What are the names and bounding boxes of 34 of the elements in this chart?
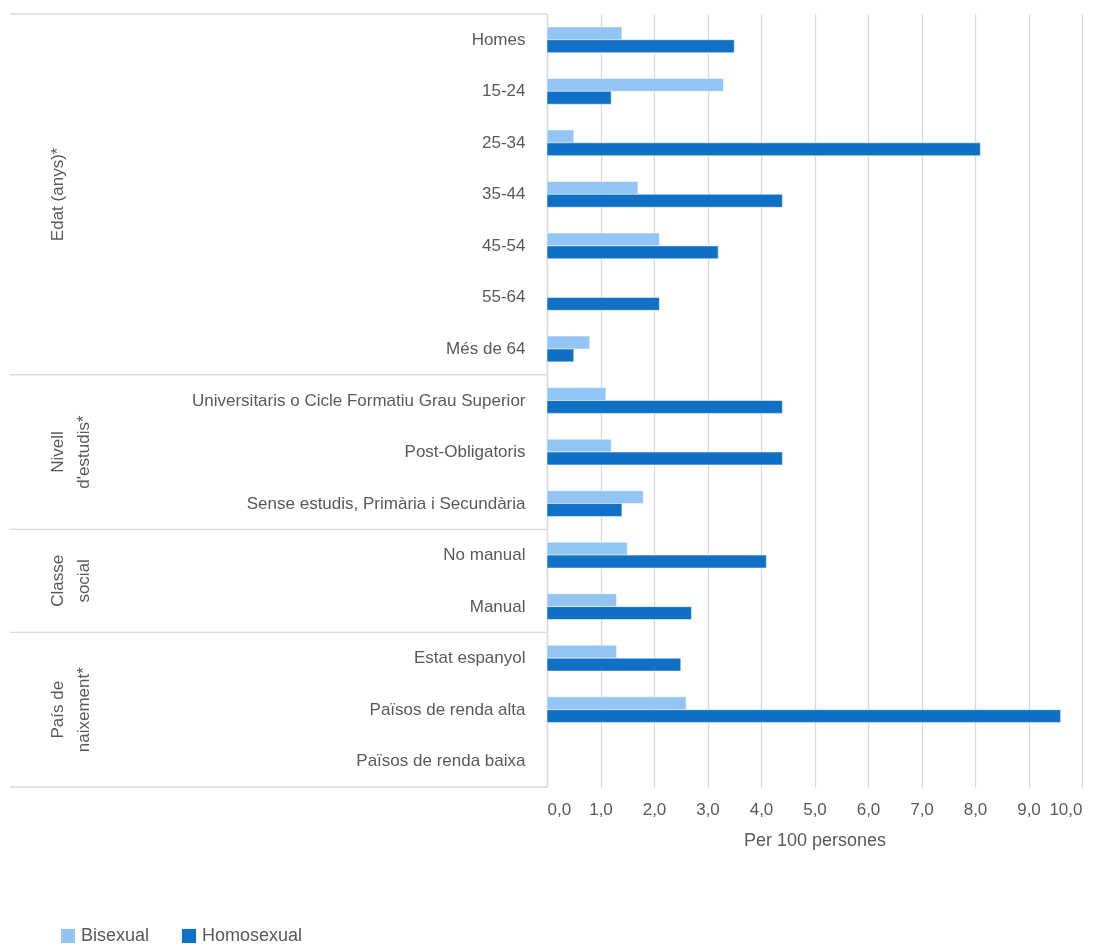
y-tick-label: 35-44 [482,184,526,204]
y-tick-label: Països de renda baixa [356,751,527,771]
text: Edat (anys)* [48,147,67,242]
x-tick-label: 2,0 [642,799,667,819]
y-tick-label: Universitaris o Cicle Formatiu Grau Superior [192,390,526,410]
y-tick-label: Homes [471,29,526,49]
x-tick-label: 6,0 [856,799,881,819]
y-tick-label: Sense estudis, Primària i Secundària [246,493,527,513]
bar [546,296,660,311]
x-tick-label: 9,0 [1017,799,1041,819]
y-tick-label: Països de renda alta [369,699,527,719]
text: País de naixement* [48,666,93,753]
x-tick-label: 7,0 [910,799,934,819]
y-tick-label: No manual [443,545,526,565]
legend-label: Bisexual [81,925,150,945]
y-tick-label: 55-64 [482,287,526,307]
y-tick-label: Manual [469,596,526,616]
x-axis-title: Per 100 persones [743,829,887,850]
x-tick-label: 4,0 [749,799,774,819]
y-tick-label: Post-Obligatoris [404,442,526,462]
text: Classe social [48,554,93,607]
x-tick-label: 5,0 [803,799,827,819]
y-tick-label: 15-24 [482,81,526,101]
x-tick-label: 1,0 [589,799,613,819]
x-tick-label: 0,0 [547,799,572,819]
x-tick-label: 8,0 [963,799,988,819]
y-tick-label: 25-34 [482,132,526,152]
text: Nivell d'estudis* [48,415,93,489]
y-tick-label: Més de 64 [446,338,526,358]
x-tick-label: 10,0 [1049,799,1083,819]
y-tick-label: Estat espanyol [413,648,526,668]
y-tick-label: 45-54 [482,235,526,255]
x-tick-label: 3,0 [696,799,720,819]
legend-label: Homosexual [202,925,303,945]
